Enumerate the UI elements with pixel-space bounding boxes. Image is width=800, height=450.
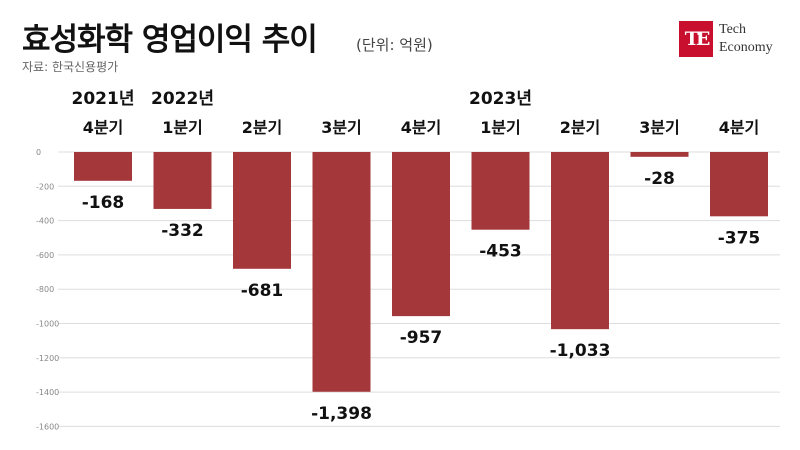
value-label: -28 [644,169,675,189]
bar [392,152,450,317]
value-label: -168 [82,193,125,213]
logo-text-line1: Tech [719,22,747,37]
y-tick-label: -400 [36,217,54,226]
bar [630,152,689,157]
tech-economy-logo: TE Tech Economy [679,21,799,61]
bar [551,152,609,330]
value-label: -453 [479,242,522,262]
value-label: -1,398 [311,404,372,424]
chart-title: 효성화학 영업이익 추이 [22,22,318,58]
value-label: -332 [161,221,204,241]
bar [233,152,291,269]
bar [710,152,768,217]
value-label: -681 [241,281,284,301]
value-label: -375 [718,228,761,248]
value-label: -1,033 [550,341,611,361]
quarter-label: 4분기 [719,118,760,137]
year-label: 2022년 [151,89,214,109]
bar [471,152,530,230]
y-tick-label: -1000 [36,320,59,329]
y-tick-label: -1200 [36,354,59,363]
logo-mark-icon: TE [679,21,713,57]
quarter-label: 4분기 [83,118,124,137]
y-tick-label: -200 [36,182,54,191]
quarter-label: 2분기 [560,118,601,137]
logo-text-line2: Economy [719,40,773,55]
y-tick-label: -1400 [36,388,59,397]
source-label: 자료: 한국신용평가 [22,60,119,74]
y-tick-label: 0 [36,148,41,157]
y-tick-label: -1600 [36,422,59,431]
bar [153,152,212,209]
quarter-label: 3분기 [639,118,680,137]
bar [312,152,371,392]
unit-label: (단위: 억원) [356,36,433,54]
value-label: -957 [400,328,443,348]
year-label: 2023년 [469,89,532,109]
quarter-label: 1분기 [480,118,521,137]
quarter-label: 4분기 [401,118,442,137]
bar [74,152,132,181]
quarter-label: 3분기 [321,118,362,137]
quarter-label: 2분기 [242,118,283,137]
y-tick-label: -600 [36,251,54,260]
logo-text: Tech Economy [719,21,773,57]
year-label: 2021년 [72,89,135,109]
quarter-label: 1분기 [162,118,203,137]
y-tick-label: -800 [36,285,54,294]
